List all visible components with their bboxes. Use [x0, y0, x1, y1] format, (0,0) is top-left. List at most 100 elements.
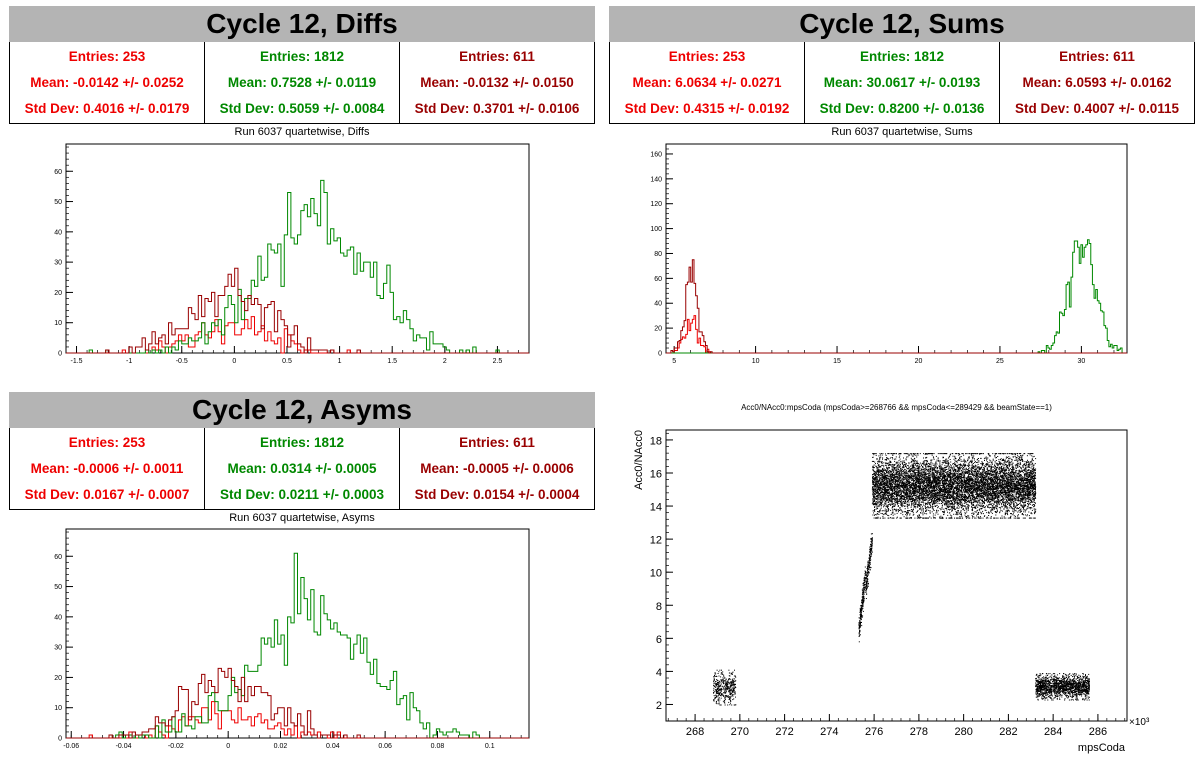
- scatter-point: [898, 471, 900, 473]
- scatter-point: [968, 466, 970, 468]
- scatter-point: [964, 514, 966, 516]
- scatter-point: [866, 593, 868, 595]
- y-tick-label: 120: [650, 201, 662, 208]
- scatter-point: [1011, 464, 1013, 466]
- scatter-point: [874, 514, 875, 516]
- scatter-point: [918, 475, 920, 477]
- scatter-point: [726, 684, 728, 686]
- scatter-point: [969, 496, 971, 497]
- scatter-point: [873, 500, 875, 502]
- scatter-point: [1006, 494, 1008, 496]
- scatter-point: [957, 510, 959, 511]
- scatter-point: [859, 630, 861, 632]
- scatter-point: [1008, 467, 1009, 469]
- scatter-point: [914, 464, 916, 466]
- scatter-point: [969, 488, 971, 490]
- scatter-point: [993, 506, 995, 508]
- scatter-point: [994, 460, 996, 462]
- scatter-point: [1028, 501, 1030, 503]
- scatter-point: [944, 470, 946, 472]
- scatter-point: [862, 600, 864, 602]
- scatter-point: [985, 485, 987, 486]
- scatter-point: [925, 488, 927, 490]
- scatter-point: [958, 489, 960, 491]
- scatter-point: [990, 484, 992, 486]
- scatter-point: [890, 492, 892, 494]
- scatter-point: [963, 454, 965, 456]
- scatter-point: [1020, 458, 1022, 460]
- scatter-point: [728, 682, 730, 684]
- scatter-point: [981, 480, 983, 482]
- scatter-point: [713, 692, 715, 694]
- stats-green: Entries: 1812 Mean: 0.7528 +/- 0.0119 St…: [204, 42, 400, 124]
- scatter-point: [903, 516, 905, 518]
- scatter-point: [715, 684, 717, 686]
- scatter-point: [865, 576, 867, 578]
- scatter-point: [858, 634, 860, 636]
- scatter-point: [946, 485, 948, 487]
- scatter-point: [717, 690, 719, 692]
- scatter-point: [974, 465, 976, 467]
- scatter-point: [872, 502, 874, 504]
- scatter-point: [954, 500, 956, 502]
- scatter-point: [932, 482, 934, 484]
- scatter-point: [859, 634, 861, 636]
- scatter-point: [955, 475, 956, 477]
- scatter-point: [910, 494, 912, 496]
- scatter-point: [920, 498, 922, 500]
- scatter-point: [984, 476, 986, 477]
- scatter-point: [993, 497, 995, 499]
- scatter-point: [896, 470, 898, 472]
- scatter-point: [897, 461, 899, 463]
- scatter-point: [904, 497, 906, 498]
- scatter-point: [734, 692, 736, 694]
- scatter-point: [939, 495, 941, 497]
- scatter-point: [730, 700, 732, 701]
- scatter-point: [1000, 471, 1002, 473]
- scatter-point: [893, 471, 895, 473]
- scatter-point: [898, 510, 900, 511]
- scatter-point: [984, 471, 986, 473]
- scatter-point: [1017, 455, 1019, 457]
- x-tick-label: 0.04: [326, 743, 340, 750]
- scatter-point: [893, 508, 895, 510]
- scatter-point: [981, 497, 983, 499]
- scatter-point: [862, 605, 864, 607]
- scatter-point: [723, 675, 725, 677]
- scatter-point: [727, 687, 728, 689]
- scatter-point: [951, 510, 953, 512]
- scatter-point: [940, 466, 942, 468]
- x-tick-label: 20: [915, 358, 923, 365]
- scatter-point: [933, 517, 935, 519]
- scatter-point: [927, 478, 929, 480]
- scatter-point: [943, 482, 945, 483]
- scatter-point: [879, 502, 881, 504]
- scatter-point: [1008, 481, 1010, 482]
- x-tick-label: 0.02: [274, 743, 288, 750]
- scatter-point: [914, 467, 916, 469]
- scatter-point: [1004, 459, 1006, 461]
- std-label: Std Dev: 0.3701 +/- 0.0106: [414, 100, 580, 116]
- scatter-point: [1026, 471, 1028, 473]
- scatter-point: [869, 563, 871, 565]
- scatter-point: [717, 693, 719, 694]
- scatter-point: [728, 669, 730, 671]
- scatter-point: [958, 493, 960, 495]
- scatter-point: [729, 696, 731, 698]
- scatter-point: [974, 496, 976, 498]
- scatter-point: [1020, 511, 1022, 513]
- scatter-point: [860, 624, 862, 626]
- scatter-point: [1032, 453, 1034, 455]
- scatter-point: [974, 499, 976, 501]
- scatter-point: [715, 702, 717, 704]
- scatter-point: [1005, 468, 1007, 470]
- scatter-point: [912, 487, 914, 489]
- scatter-point: [989, 484, 991, 486]
- scatter-point: [718, 690, 719, 692]
- scatter-point: [1007, 499, 1009, 501]
- scatter-point: [735, 704, 737, 706]
- scatter-point: [907, 506, 909, 508]
- scatter-point: [944, 480, 946, 481]
- scatter-point: [936, 465, 937, 467]
